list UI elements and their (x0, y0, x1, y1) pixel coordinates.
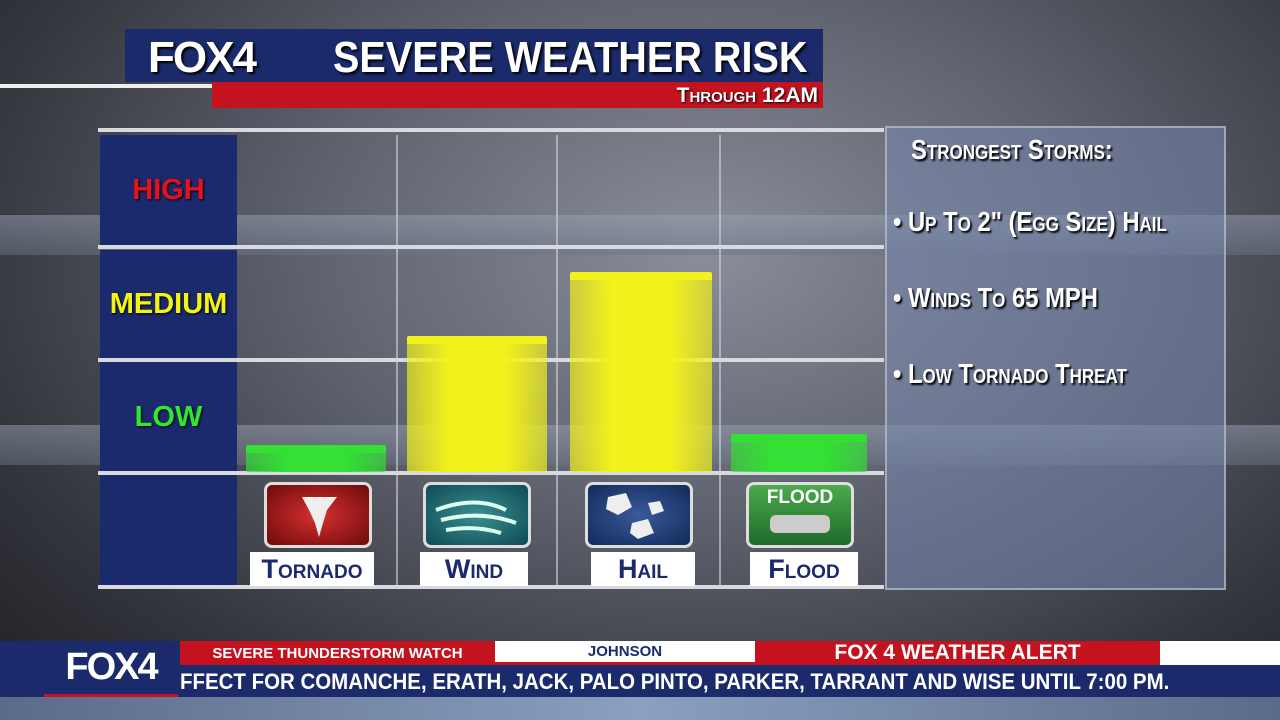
icon-row-label (100, 475, 237, 585)
header-bar (125, 29, 823, 82)
ticker-crawl: FFECT FOR COMANCHE, ERATH, JACK, PALO PI… (180, 669, 1170, 694)
level-label-high: HIGH (100, 135, 237, 245)
column-divider (556, 135, 558, 588)
flood-shape (770, 515, 830, 533)
gridline (98, 471, 884, 475)
panel-item-text: Up To 2" (Egg Size) Hail (907, 206, 1167, 237)
ticker-logo: FOX4 (44, 641, 178, 697)
bar-hail (570, 271, 712, 472)
level-label-medium: MEDIUM (100, 250, 237, 358)
flood-badge-text: FLOOD (766, 487, 834, 508)
ticker-segment-watch: SEVERE THUNDERSTORM WATCH (180, 641, 495, 665)
category-label-wind: Wind (420, 552, 528, 586)
category-label-hail: Hail (591, 552, 695, 586)
panel-heading: Strongest Storms: (911, 134, 1113, 165)
risk-chart: HIGH MEDIUM LOW FLOOD Tornado Wind Hail … (98, 128, 884, 589)
gridline (98, 245, 884, 249)
panel-item-text: Winds To 65 MPH (907, 282, 1098, 313)
page-title: SEVERE WEATHER RISK (333, 33, 808, 82)
category-label-tornado: Tornado (250, 552, 374, 586)
ticker-segment-county: JOHNSON (495, 641, 755, 665)
flood-icon: FLOOD (746, 482, 854, 548)
category-label-flood: Flood (750, 552, 858, 586)
bar-flood (731, 433, 867, 472)
column-divider (719, 135, 721, 588)
wind-icon (423, 482, 531, 548)
strongest-storms-panel: Strongest Storms: • Up To 2" (Egg Size) … (885, 126, 1226, 590)
panel-item: • Low Tornado Threat (893, 358, 1127, 389)
panel-item: • Winds To 65 MPH (893, 282, 1098, 313)
level-label-low: LOW (100, 362, 237, 472)
bottom-strip (0, 697, 1280, 720)
subtitle-bar (212, 82, 823, 108)
gridline (98, 585, 884, 589)
panel-item-text: Low Tornado Threat (907, 358, 1127, 389)
fox4-logo: FOX4 (148, 33, 257, 82)
tornado-icon (264, 482, 372, 548)
gridline (98, 128, 884, 132)
ticker-segment-alert: FOX 4 WEATHER ALERT (755, 641, 1160, 665)
panel-item: • Up To 2" (Egg Size) Hail (893, 206, 1167, 237)
divider (0, 84, 212, 88)
bar-wind (407, 336, 547, 472)
hail-icon (585, 482, 693, 548)
bar-tornado (246, 444, 386, 472)
column-divider (396, 135, 398, 588)
subtitle: Through 12AM (676, 84, 818, 107)
